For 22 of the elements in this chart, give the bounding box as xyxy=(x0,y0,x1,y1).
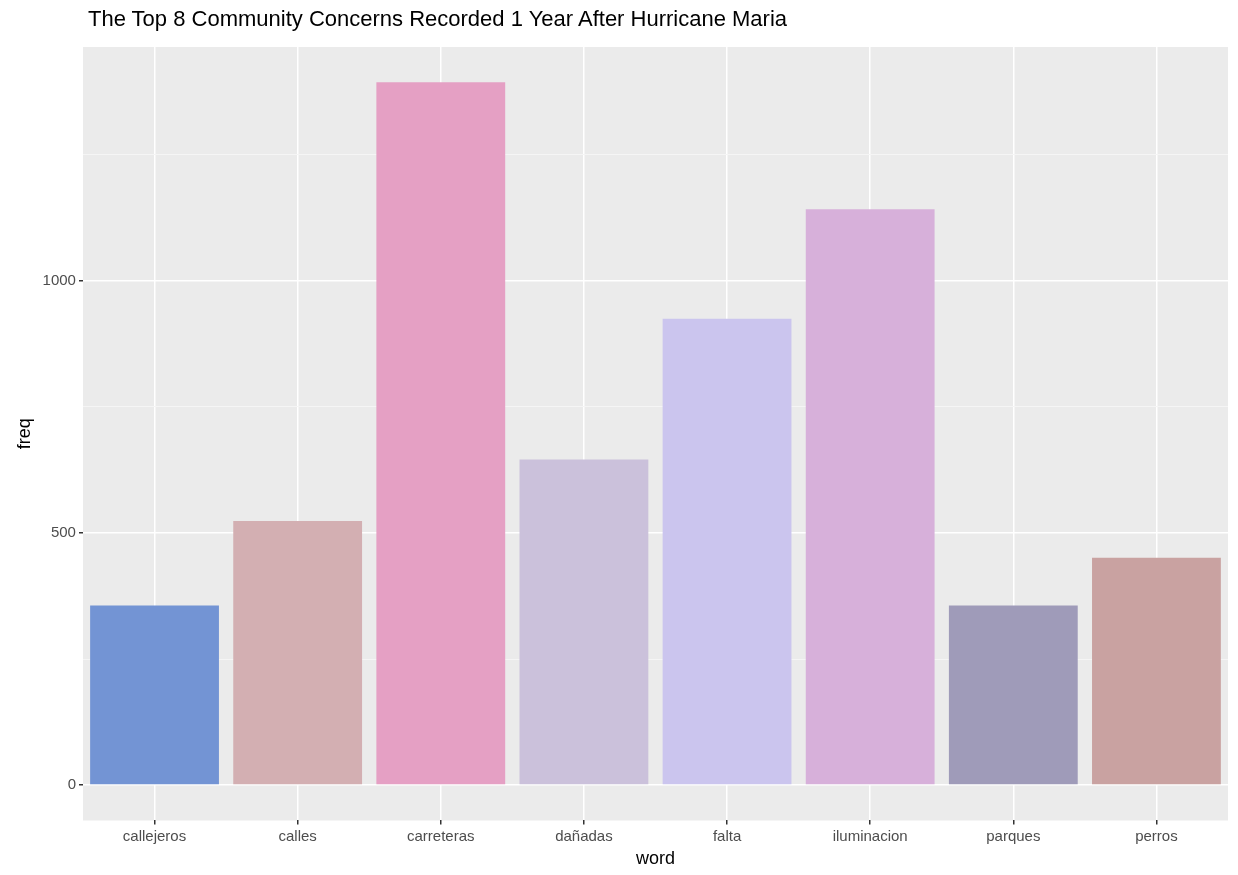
x-tick-label: perros xyxy=(1135,826,1178,844)
bar xyxy=(376,82,506,785)
bar xyxy=(805,209,935,785)
y-tick-label: 1000 xyxy=(42,271,76,289)
x-tick-label: calles xyxy=(278,826,317,844)
bar xyxy=(662,318,792,785)
y-tick-label: 500 xyxy=(50,523,76,541)
y-tick-label: 0 xyxy=(67,775,76,793)
x-tick-label: dañadas xyxy=(555,826,613,844)
x-tick-label: falta xyxy=(712,826,742,844)
chart-title: The Top 8 Community Concerns Recorded 1 Year After Hurricane Maria xyxy=(88,6,788,32)
bar xyxy=(233,520,363,785)
x-tick-label: parques xyxy=(986,826,1041,844)
x-axis-title: word xyxy=(634,848,675,869)
bar xyxy=(948,605,1078,785)
bar xyxy=(90,605,219,785)
bar xyxy=(1092,557,1221,785)
x-tick-label: callejeros xyxy=(122,826,187,844)
x-tick-label: carreteras xyxy=(407,826,475,844)
bar xyxy=(519,459,649,785)
y-axis-title: freq xyxy=(13,418,34,450)
x-tick-label: iluminacion xyxy=(832,826,908,844)
